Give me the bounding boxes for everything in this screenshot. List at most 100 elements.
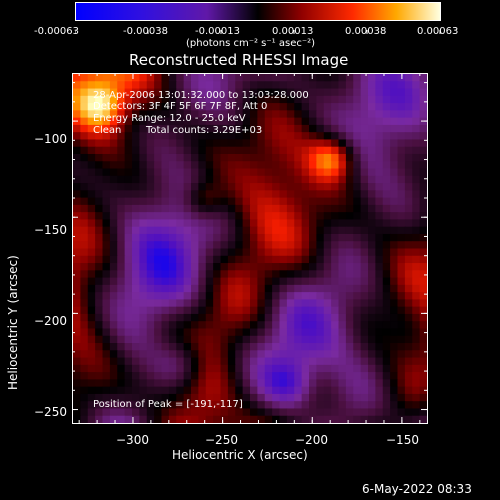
heatmap-cell [397, 401, 406, 410]
heatmap-cell [250, 357, 258, 366]
heatmap-cell [390, 357, 399, 366]
heatmap-cell [345, 292, 354, 300]
heatmap-cell [73, 175, 81, 184]
heatmap-cell [124, 277, 133, 286]
heatmap-cell [353, 241, 362, 250]
heatmap-cell [132, 372, 140, 380]
heatmap-cell [205, 263, 214, 271]
heatmap-cell [109, 386, 118, 395]
heatmap-cell [124, 219, 133, 228]
heatmap-cell [117, 408, 126, 417]
heatmap-cell [183, 255, 192, 264]
heatmap-cell [345, 168, 354, 177]
heatmap-cell [183, 241, 192, 250]
heatmap-cell [368, 335, 376, 344]
heatmap-cell [139, 306, 148, 315]
heatmap-cell [198, 190, 207, 199]
heatmap-cell [124, 263, 133, 271]
heatmap-cell [397, 284, 406, 293]
heatmap-cell [397, 168, 406, 177]
heatmap-cell [213, 132, 222, 141]
heatmap-cell [73, 110, 81, 119]
heatmap-cell [390, 328, 399, 337]
heatmap-cell [272, 386, 281, 395]
heatmap-cell [404, 248, 413, 257]
heatmap-cell [360, 321, 369, 330]
heatmap-cell [220, 74, 229, 82]
heatmap-cell [220, 197, 229, 206]
heatmap-cell [95, 306, 104, 315]
heatmap-cell [109, 190, 118, 199]
heatmap-cell [132, 350, 140, 359]
heatmap-cell [95, 117, 104, 126]
heatmap-cell [168, 124, 177, 133]
heatmap-cell [382, 103, 391, 111]
heatmap-cell [168, 335, 177, 344]
heatmap-cell [87, 103, 96, 111]
heatmap-cell [73, 241, 81, 250]
heatmap-cell [168, 321, 177, 330]
heatmap-cell [117, 321, 126, 330]
heatmap-cell [345, 161, 354, 170]
heatmap-cell [309, 103, 317, 111]
heatmap-cell [390, 386, 399, 395]
heatmap-cell [301, 153, 310, 162]
heatmap-cell [286, 219, 295, 228]
heatmap-cell [301, 74, 310, 82]
heatmap-cell [323, 110, 332, 119]
heatmap-cell [375, 110, 384, 119]
heatmap-cell [109, 146, 118, 155]
heatmap-cell [80, 226, 89, 235]
heatmap-cell [132, 219, 140, 228]
heatmap-cell [146, 292, 155, 300]
heatmap-cell [309, 226, 317, 235]
heatmap-cell [345, 364, 354, 373]
heatmap-cell [227, 408, 236, 417]
heatmap-cell [73, 248, 81, 257]
heatmap-cell [87, 233, 96, 242]
heatmap-cell [191, 110, 199, 119]
heatmap-cell [109, 299, 118, 308]
heatmap-cell [168, 306, 177, 315]
heatmap-cell [117, 110, 126, 119]
heatmap-cell [242, 328, 251, 337]
heatmap-cell [250, 263, 258, 271]
heatmap-cell [124, 175, 133, 184]
heatmap-cell [227, 153, 236, 162]
heatmap-cell [102, 263, 111, 271]
heatmap-cell [375, 183, 384, 191]
heatmap-cell [382, 306, 391, 315]
heatmap-cell [390, 306, 399, 315]
heatmap-cell [183, 328, 192, 337]
heatmap-cell [331, 139, 340, 148]
heatmap-cell [279, 350, 288, 359]
heatmap-cell [250, 190, 258, 199]
heatmap-cell [338, 161, 347, 170]
heatmap-cell [264, 408, 273, 417]
heatmap-cell [213, 343, 222, 351]
heatmap-cell [146, 132, 155, 141]
heatmap-cell [301, 372, 310, 380]
heatmap-cell [360, 364, 369, 373]
heatmap-cell [117, 379, 126, 388]
heatmap-cell [109, 226, 118, 235]
heatmap-cell [360, 306, 369, 315]
heatmap-cell [117, 103, 126, 111]
heatmap-cell [331, 168, 340, 177]
heatmap-cell [176, 270, 185, 279]
heatmap-cell [382, 212, 391, 221]
heatmap-cell [368, 88, 376, 97]
heatmap-cell [87, 124, 96, 133]
heatmap-cell [109, 313, 118, 322]
heatmap-cell [272, 153, 281, 162]
heatmap-cell [227, 343, 236, 351]
heatmap-cell [102, 248, 111, 257]
heatmap-cell [213, 110, 222, 119]
heatmap-cell [331, 277, 340, 286]
heatmap-cell [412, 408, 421, 417]
heatmap-cell [95, 328, 104, 337]
heatmap-cell [95, 110, 104, 119]
heatmap-cell [191, 277, 199, 286]
heatmap-cell [198, 103, 207, 111]
heatmap-cell [382, 161, 391, 170]
